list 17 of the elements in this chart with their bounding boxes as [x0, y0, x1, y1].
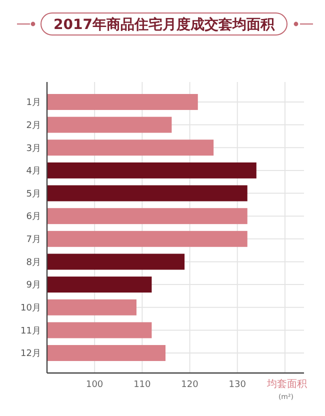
x-tick-label: 100 [86, 380, 104, 390]
y-tick-label: 10月 [20, 304, 41, 314]
y-tick-label: 5月 [26, 189, 41, 200]
y-tick-label: 9月 [26, 280, 41, 291]
x-tick-label: 120 [181, 380, 199, 390]
y-tick-label: 11月 [20, 326, 41, 336]
y-tick-label: 4月 [26, 166, 41, 177]
x-tick-label: 130 [228, 380, 246, 390]
y-tick-label: 2月 [26, 120, 41, 131]
chart-title: 2017年商品住宅月度成交套均面积 [54, 16, 276, 33]
y-tick-label: 7月 [26, 235, 41, 246]
x-tick-label: 110 [134, 380, 152, 390]
y-tick-label: 3月 [26, 144, 41, 154]
y-tick-label: 12月 [20, 349, 41, 360]
y-tick-label: 1月 [26, 98, 41, 108]
y-tick-label: 6月 [26, 212, 41, 222]
y-tick-label: 8月 [26, 258, 41, 268]
